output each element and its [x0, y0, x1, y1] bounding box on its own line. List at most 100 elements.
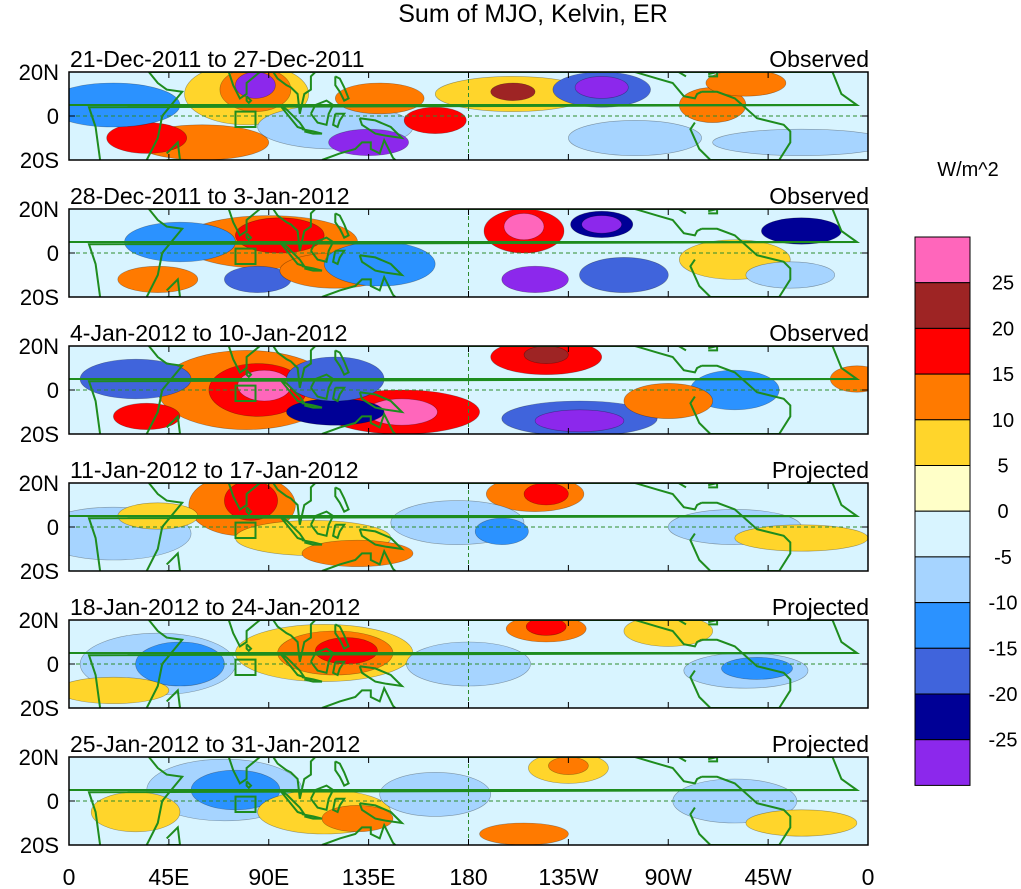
gulf-coast	[652, 620, 687, 626]
australia-coast	[321, 274, 396, 297]
madagascar-coast	[165, 551, 182, 571]
y-tick-label: 0	[47, 652, 59, 677]
coastlines	[69, 72, 861, 160]
hispaniola-coast	[707, 757, 719, 763]
sulawesi-coast	[331, 523, 347, 540]
negative-anomaly-16	[568, 120, 702, 156]
y-tick-label: 20N	[19, 60, 59, 85]
se-asia-coast	[272, 757, 317, 800]
panel-status: Projected	[772, 457, 869, 483]
madagascar-coast	[165, 140, 182, 160]
positive-anomaly-18	[705, 72, 787, 97]
australia-coast	[321, 411, 396, 434]
y-tick-label: 0	[47, 241, 59, 266]
target-region-box	[234, 247, 257, 266]
colorbar-label: -5	[994, 547, 1012, 569]
target-region-box	[234, 795, 257, 813]
south-america-coast	[689, 90, 792, 160]
target-region-box	[234, 521, 257, 539]
gulf-coast	[652, 209, 687, 215]
panel-date-range: 25-Jan-2012 to 31-Jan-2012	[70, 731, 360, 757]
x-tick-label: 180	[449, 864, 487, 889]
panel-date-range: 18-Jan-2012 to 24-Jan-2012	[70, 594, 360, 620]
chart-title: Sum of MJO, Kelvin, ER	[398, 0, 668, 28]
sulawesi-coast	[331, 797, 347, 814]
y-tick-label: 20S	[20, 422, 59, 447]
hispaniola-coast	[707, 483, 719, 489]
colorbar-label: -20	[989, 684, 1018, 706]
positive-anomaly-11	[113, 402, 181, 430]
india-coast	[219, 209, 263, 237]
colorbar-label: -25	[989, 730, 1018, 752]
positive-anomaly-6	[523, 483, 569, 506]
negative-anomaly-11	[581, 215, 623, 234]
hispaniola-coast	[707, 209, 719, 215]
colorbar-swatch	[914, 556, 971, 604]
panels-group: 20N 0 20S 21-Dec-2011 to 27-Dec-2011 Observe…	[19, 46, 869, 858]
java-coast	[301, 128, 323, 135]
se-asia-coast	[272, 72, 317, 115]
x-tick-label: 45E	[148, 864, 189, 889]
positive-anomaly-7	[523, 346, 569, 364]
x-axis: 0 45E 90E 135E 180 135W 90W 45W 0	[63, 864, 875, 889]
madagascar-coast	[165, 414, 182, 434]
panel-status: Projected	[772, 731, 869, 757]
target-region-box	[234, 658, 257, 676]
sri-lanka-coast	[245, 506, 253, 516]
gulf-coast	[652, 483, 687, 489]
gulf-coast	[652, 346, 687, 352]
philippines-coast	[334, 760, 350, 787]
panel-3: 20N 0 20S 4-Jan-2012 to 10-Jan-2012 Observed	[19, 320, 869, 447]
y-tick-label: 0	[47, 515, 59, 540]
x-tick-label: 0	[862, 864, 875, 889]
positive-anomaly-6	[548, 757, 589, 775]
colorbar-swatch	[914, 282, 971, 329]
sulawesi-coast	[331, 112, 347, 129]
new-guinea-coast	[358, 665, 405, 688]
philippines-coast	[334, 349, 350, 376]
australia-coast	[321, 548, 396, 571]
sulawesi-coast	[331, 386, 347, 403]
coastlines	[69, 757, 861, 845]
positive-anomaly-10	[403, 106, 467, 134]
colorbar-label: -10	[989, 593, 1018, 615]
x-tick-label: 45W	[744, 864, 792, 889]
positive-anomaly-15	[623, 383, 713, 419]
new-guinea-coast	[358, 528, 405, 551]
positive-anomaly-2	[224, 483, 278, 521]
positive-anomaly-11	[745, 809, 858, 837]
se-asia-coast	[272, 483, 317, 526]
hispaniola-coast	[707, 346, 719, 352]
positive-anomaly-12	[734, 524, 868, 552]
y-tick-label: 0	[47, 378, 59, 403]
positive-anomaly-12	[69, 676, 170, 704]
panel-2: 20N 0 20S 28-Dec-2011 to 3-Jan-2012 Observed	[19, 183, 869, 310]
colorbar-swatch	[914, 419, 971, 466]
x-tick-label: 135W	[538, 864, 598, 889]
sri-lanka-coast	[245, 232, 253, 242]
positive-anomaly-10	[90, 791, 181, 833]
negative-anomaly-14	[574, 76, 629, 99]
y-tick-label: 20N	[19, 745, 59, 770]
panel-6: 20N 0 20S 25-Jan-2012 to 31-Jan-2012 Project…	[19, 731, 869, 858]
y-tick-label: 20N	[19, 471, 59, 496]
philippines-coast	[334, 212, 350, 239]
colorbar: W/m^2 25 20 15 10 5 0 -5 -10 -15 -20 -25	[914, 159, 1018, 786]
south-america-coast	[689, 364, 792, 434]
y-tick-label: 20S	[20, 696, 59, 721]
negative-anomaly-15	[761, 217, 842, 245]
panel-4: 20N 0 20S 11-Jan-2012 to 17-Jan-2012 Project…	[19, 457, 869, 584]
south-america-coast	[689, 501, 792, 571]
anomaly-field	[69, 483, 868, 571]
x-tick-label: 135E	[342, 864, 396, 889]
colorbar-swatch	[914, 602, 971, 649]
central-america-coast	[634, 346, 702, 374]
colorbar-swatch	[914, 510, 971, 558]
positive-anomaly-11	[623, 620, 713, 647]
target-region-box	[234, 110, 257, 128]
x-tick-label: 0	[63, 864, 76, 889]
y-tick-label: 20S	[20, 559, 59, 584]
se-asia-coast	[272, 209, 317, 252]
anomaly-field	[69, 620, 868, 708]
